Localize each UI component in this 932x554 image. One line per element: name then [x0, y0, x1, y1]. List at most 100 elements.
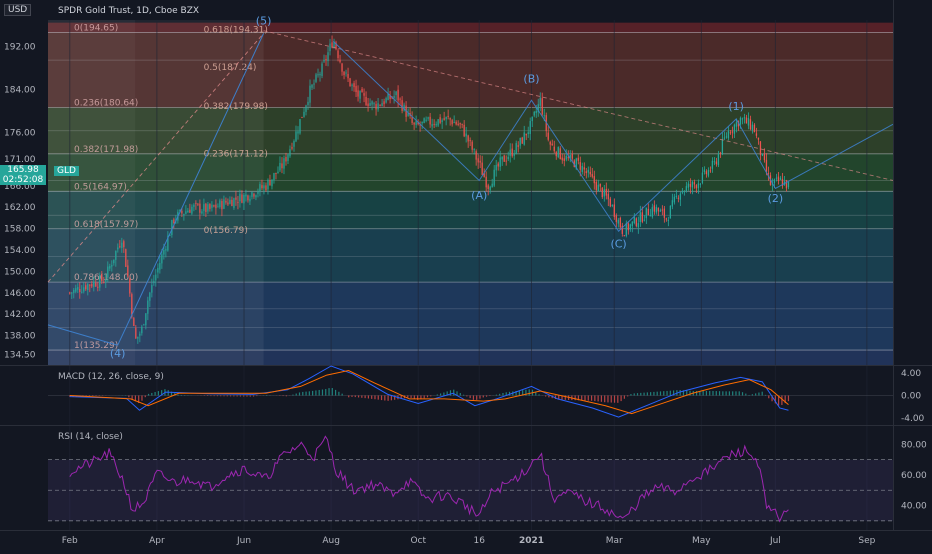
candle-body: [696, 185, 697, 188]
macd-hist-bar: [470, 396, 471, 399]
candle-body: [736, 122, 737, 127]
fib-label-2: 0.382(179.98): [204, 102, 268, 112]
candle-body: [261, 185, 262, 188]
candle-body: [468, 135, 469, 141]
macd-hist-bar: [292, 395, 293, 396]
candle-body: [181, 211, 182, 214]
x-tick-label: May: [692, 536, 711, 546]
candle-body: [265, 185, 266, 190]
macd-hist-bar: [598, 396, 599, 402]
candle-body: [187, 211, 188, 213]
candle-body: [205, 204, 206, 212]
candle-body: [113, 260, 114, 264]
candle-body: [638, 223, 639, 227]
macd-hist-bar: [739, 391, 740, 395]
candle-body: [632, 222, 633, 227]
candle-body: [656, 207, 657, 213]
candle-body: [708, 170, 709, 176]
candle-body: [732, 132, 733, 133]
candle-body: [239, 194, 240, 202]
candle-body: [445, 117, 446, 119]
currency-label[interactable]: USD: [4, 4, 31, 16]
candle-body: [724, 138, 725, 139]
macd-hist-bar: [453, 390, 454, 396]
macd-hist-bar: [666, 391, 667, 396]
candle-body: [498, 163, 499, 166]
candle-body: [423, 118, 424, 123]
symbol-tag: GLD: [54, 166, 79, 176]
macd-hist-bar: [755, 393, 756, 395]
candle-body: [596, 182, 597, 190]
candle-body: [157, 268, 158, 273]
candle-body: [377, 103, 378, 109]
candle-body: [514, 154, 515, 156]
candle-body: [532, 117, 533, 121]
candle-body: [373, 103, 374, 104]
candle-body: [494, 170, 495, 186]
y-tick-label: 158.00: [4, 225, 36, 235]
candle-body: [460, 123, 461, 124]
macd-hist-bar: [348, 396, 349, 398]
candle-body: [95, 283, 96, 287]
candle-body: [592, 174, 593, 177]
candle-body: [183, 214, 184, 215]
candle-body: [293, 141, 294, 147]
candle-body: [544, 115, 545, 116]
candle-body: [307, 102, 308, 105]
candle-body: [211, 205, 212, 208]
candle-body: [135, 328, 136, 338]
candle-body: [457, 124, 458, 125]
candle-body: [329, 44, 330, 52]
candle-body: [429, 117, 430, 125]
macd-hist-bar: [256, 396, 257, 397]
y-tick-label: 138.00: [4, 332, 36, 342]
macd-hist-bar: [427, 396, 428, 398]
candle-body: [646, 208, 647, 219]
macd-hist-bar: [220, 396, 221, 397]
candle-body: [393, 96, 394, 98]
candle-body: [413, 123, 414, 125]
candle-body: [395, 92, 396, 96]
macd-hist-bar: [299, 392, 300, 395]
macd-hist-bar: [670, 391, 671, 396]
candle-body: [742, 118, 743, 119]
candle-body: [694, 182, 695, 184]
candle-body: [582, 166, 583, 172]
wave-label: (1): [728, 100, 744, 113]
macd-hist-bar: [758, 393, 759, 396]
candle-body: [347, 74, 348, 78]
macd-hist-bar: [309, 391, 310, 395]
macd-y-tick: 0.00: [901, 392, 921, 402]
macd-hist-bar: [788, 396, 789, 402]
candle-body: [672, 200, 673, 206]
candle-body: [556, 152, 557, 156]
candle-body: [435, 124, 436, 125]
candle-body: [774, 179, 775, 183]
macd-hist-bar: [177, 395, 178, 396]
candle-body: [568, 157, 569, 158]
macd-hist-bar: [712, 391, 713, 396]
candle-body: [712, 161, 713, 169]
wave-label: (C): [610, 237, 626, 250]
candle-body: [716, 162, 717, 165]
candle-body: [714, 161, 715, 162]
macd-hist-bar: [443, 393, 444, 396]
candle-body: [243, 195, 244, 203]
candle-body: [281, 163, 282, 168]
candle-body: [720, 153, 721, 154]
rsi-y-tick: 60.00: [901, 471, 927, 481]
candle-body: [125, 249, 126, 267]
y-tick-label: 176.00: [4, 128, 36, 138]
macd-hist-bar: [548, 396, 549, 398]
candle-body: [600, 184, 601, 187]
candle-body: [752, 125, 753, 131]
candle-body: [411, 117, 412, 123]
candle-body: [87, 284, 88, 290]
macd-hist-bar: [450, 390, 451, 395]
macd-hist-bar: [151, 393, 152, 396]
candle-body: [353, 83, 354, 87]
candle-body: [119, 246, 120, 247]
candle-body: [562, 158, 563, 161]
candle-body: [421, 122, 422, 124]
